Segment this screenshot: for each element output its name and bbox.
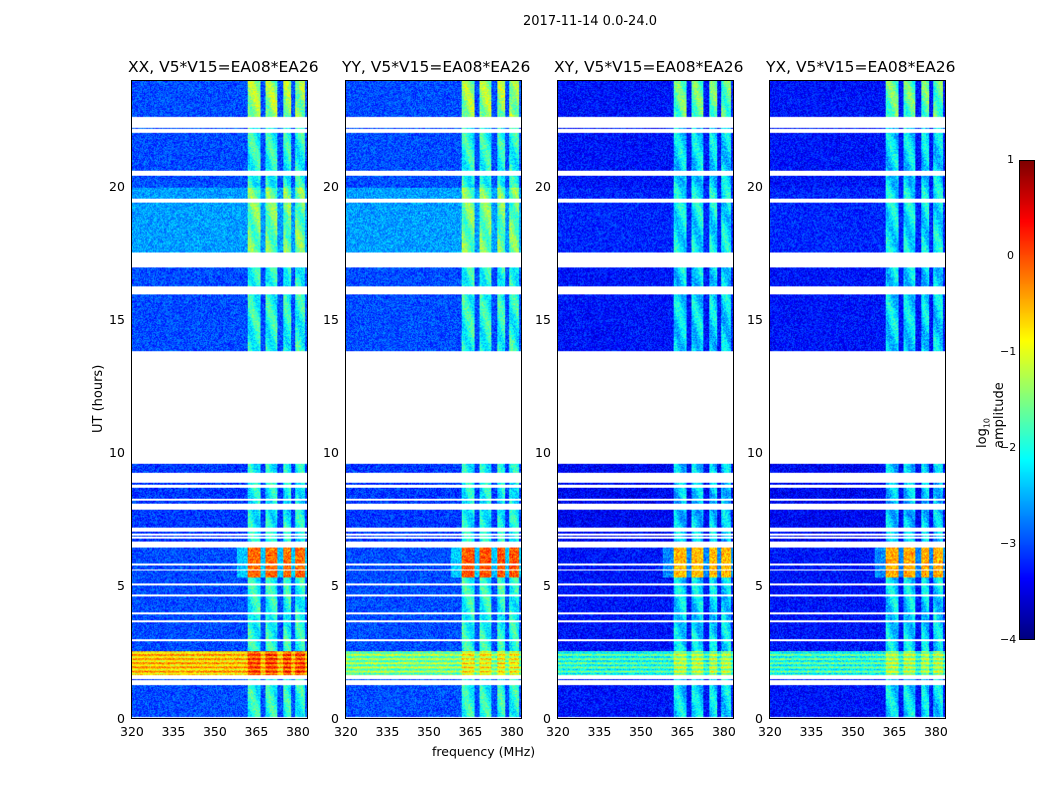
x-tick-label: 350 (416, 724, 441, 739)
heatmap-image (132, 81, 307, 718)
x-tick-label: 320 (334, 724, 358, 739)
x-tick-label: 335 (799, 724, 824, 739)
x-tick-label: 380 (499, 724, 524, 739)
y-tick-label: 10 (747, 444, 763, 460)
colorbar-tick-label: 0 (1007, 249, 1014, 262)
heatmap-panel (557, 80, 734, 719)
y-tick-label: 5 (117, 577, 125, 593)
panel-title: YX, V5*V15=EA08*EA26 (766, 58, 956, 76)
x-tick-label: 335 (587, 724, 612, 739)
heatmap-image (558, 81, 733, 718)
x-tick-label: 365 (244, 724, 269, 739)
colorbar-tick-label: 1 (1007, 153, 1014, 166)
x-tick-label: 365 (882, 724, 907, 739)
y-tick-label: 15 (747, 311, 763, 327)
x-tick-label: 335 (375, 724, 400, 739)
x-tick-label: 335 (161, 724, 186, 739)
x-tick-label: 380 (285, 724, 310, 739)
y-tick-label: 5 (543, 577, 551, 593)
y-tick-label: 15 (109, 311, 125, 327)
colorbar-tick-label: −2 (1000, 441, 1017, 454)
heatmap-image (346, 81, 521, 718)
colorbar (1019, 160, 1035, 640)
x-axis-label: frequency (MHz) (432, 744, 536, 759)
y-tick-label: 10 (109, 444, 125, 460)
y-tick-label: 15 (323, 311, 339, 327)
panel-title: XY, V5*V15=EA08*EA26 (554, 58, 744, 76)
y-tick-label: 15 (535, 311, 551, 327)
y-tick-label: 20 (109, 178, 125, 194)
panel-title: XX, V5*V15=EA08*EA26 (128, 58, 319, 76)
x-tick-label: 320 (758, 724, 782, 739)
x-tick-label: 350 (202, 724, 227, 739)
heatmap-panel (131, 80, 308, 719)
colorbar-tick-label: −3 (1000, 537, 1017, 550)
y-tick-label: 0 (331, 711, 339, 726)
y-tick-label: 20 (747, 178, 763, 194)
heatmap-image (770, 81, 945, 718)
y-tick-label: 0 (543, 711, 551, 726)
x-tick-label: 320 (546, 724, 570, 739)
y-tick-label: 0 (117, 711, 125, 726)
colorbar-tick-label: −1 (1000, 345, 1017, 358)
y-tick-label: 20 (535, 178, 551, 194)
y-tick-label: 5 (755, 577, 763, 593)
x-tick-label: 365 (458, 724, 483, 739)
y-tick-label: 0 (755, 711, 763, 726)
x-tick-label: 350 (628, 724, 653, 739)
colorbar-label: log10 amplitude (975, 382, 1007, 448)
figure-title: 2017-11-14 0.0-24.0 (523, 14, 657, 29)
heatmap-panel (769, 80, 946, 719)
x-tick-label: 350 (840, 724, 865, 739)
x-tick-label: 380 (923, 724, 948, 739)
heatmap-panel (345, 80, 522, 719)
panel-title: YY, V5*V15=EA08*EA26 (342, 58, 531, 76)
x-tick-label: 320 (120, 724, 144, 739)
x-tick-label: 380 (711, 724, 736, 739)
x-tick-label: 365 (670, 724, 695, 739)
y-tick-label: 10 (323, 444, 339, 460)
colorbar-tick-label: −4 (1000, 633, 1017, 646)
y-axis-label: UT (hours) (91, 364, 106, 433)
y-tick-label: 5 (331, 577, 339, 593)
y-tick-label: 10 (535, 444, 551, 460)
y-tick-label: 20 (323, 178, 339, 194)
